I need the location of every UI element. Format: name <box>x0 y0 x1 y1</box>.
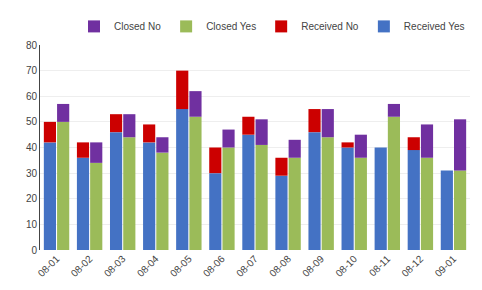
svg-text:08-11: 08-11 <box>367 253 393 279</box>
svg-text:70: 70 <box>26 65 38 76</box>
svg-text:40: 40 <box>26 142 38 153</box>
svg-text:Received Yes: Received Yes <box>404 21 465 32</box>
svg-text:50: 50 <box>26 116 38 127</box>
svg-text:Received No: Received No <box>301 21 359 32</box>
svg-text:08-04: 08-04 <box>135 253 161 279</box>
svg-text:0: 0 <box>31 245 37 256</box>
svg-text:08-06: 08-06 <box>201 253 227 279</box>
svg-text:08-02: 08-02 <box>69 253 95 279</box>
svg-text:09-01: 09-01 <box>433 253 459 279</box>
svg-text:08-09: 08-09 <box>300 253 326 279</box>
svg-text:08-10: 08-10 <box>333 253 359 279</box>
svg-text:08-08: 08-08 <box>267 253 293 279</box>
svg-text:80: 80 <box>26 40 38 51</box>
svg-text:08-05: 08-05 <box>168 253 194 279</box>
svg-text:30: 30 <box>26 168 38 179</box>
svg-text:08-07: 08-07 <box>234 253 260 279</box>
svg-text:08-12: 08-12 <box>399 253 425 279</box>
svg-text:10: 10 <box>26 219 38 230</box>
svg-text:20: 20 <box>26 193 38 204</box>
svg-text:Closed Yes: Closed Yes <box>206 21 256 32</box>
svg-text:60: 60 <box>26 91 38 102</box>
svg-text:08-03: 08-03 <box>102 253 128 279</box>
svg-text:08-01: 08-01 <box>36 253 62 279</box>
svg-text:Closed No: Closed No <box>114 21 161 32</box>
